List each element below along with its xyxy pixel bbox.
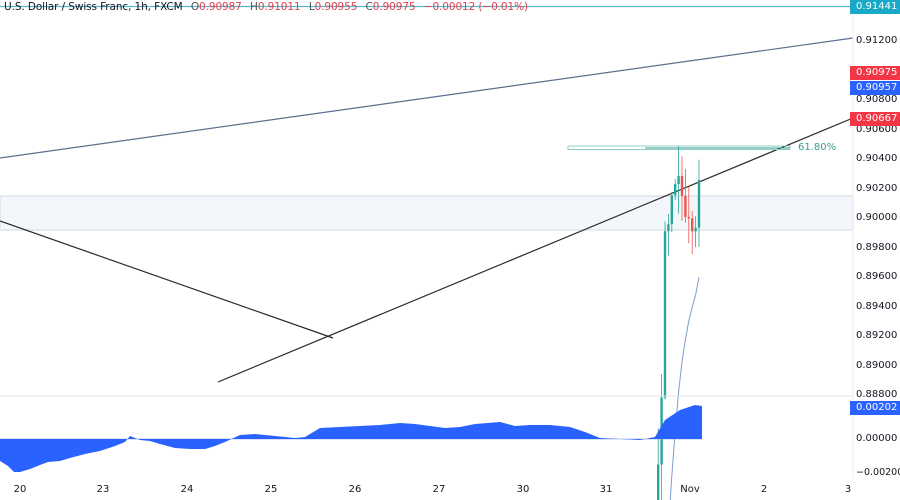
- price-tick-label: 0.88800: [856, 389, 898, 400]
- price-tick-label: 0.90600: [856, 123, 898, 135]
- high-value: 0.91011: [257, 1, 301, 13]
- time-tick-label: 27: [432, 484, 446, 495]
- time-tick-label: 30: [516, 484, 530, 495]
- price-tick-label: 0.89400: [856, 300, 898, 312]
- oscillator-value-tag: 0.00202: [850, 401, 900, 415]
- price-tick-label: 0.90400: [856, 153, 898, 164]
- time-tick-label: 24: [180, 484, 194, 495]
- price-tick-label: 0.89600: [856, 271, 898, 282]
- price-tag: 0.90957: [850, 81, 900, 95]
- oscillator-tick-label: 0.00000: [856, 433, 898, 444]
- ema-fast-line: [669, 277, 700, 500]
- downtrend-line: [0, 220, 334, 339]
- price-tick-label: 0.91200: [856, 35, 898, 46]
- price-tick-label: 0.90200: [856, 182, 898, 194]
- price-tick-label: 0.89000: [856, 359, 898, 371]
- open-label: O: [190, 1, 200, 13]
- time-tick-label: 2: [760, 484, 768, 495]
- low-label: L: [308, 1, 315, 13]
- price-tick-label: 0.89200: [856, 330, 898, 341]
- change-value: −0.00012 (−0.01%): [423, 1, 528, 13]
- price-tick-label: 0.89800: [856, 241, 898, 253]
- close-value: 0.90975: [372, 1, 416, 13]
- open-value: 0.90987: [199, 1, 242, 13]
- time-tick-label: 20: [13, 484, 27, 495]
- price-tick-label: 0.90800: [856, 94, 898, 105]
- time-tick-label: 3: [844, 484, 852, 495]
- support-zone: [0, 195, 854, 231]
- symbol-title: U.S. Dollar / Swiss Franc, 1h, FXCM: [4, 1, 183, 13]
- time-tick-label: Nov: [680, 484, 700, 495]
- time-tick-label: 31: [599, 484, 613, 495]
- oscillator-area: [0, 405, 702, 472]
- price-tick-label: 0.90000: [856, 212, 898, 223]
- time-tick-label: 25: [264, 484, 278, 495]
- fib-retracement: [567, 145, 791, 150]
- uptrend-support-line: [217, 117, 854, 383]
- chart-legend: U.S. Dollar / Swiss Franc, 1h, FXCM O0.9…: [4, 1, 528, 13]
- time-tick-label: 26: [348, 484, 362, 495]
- price-tag: 0.90667: [850, 112, 900, 126]
- close-label: C: [365, 1, 373, 13]
- channel-top-trendline: [0, 37, 854, 159]
- oscillator-tick-label: −0.00200: [856, 467, 900, 478]
- high-label: H: [250, 1, 258, 13]
- price-tag: 0.90975: [850, 66, 900, 80]
- price-tag: 0.91441: [850, 0, 900, 14]
- fib-level-label: 61.80%: [798, 142, 837, 153]
- low-value: 0.90955: [314, 1, 358, 13]
- time-tick-label: 23: [96, 484, 110, 495]
